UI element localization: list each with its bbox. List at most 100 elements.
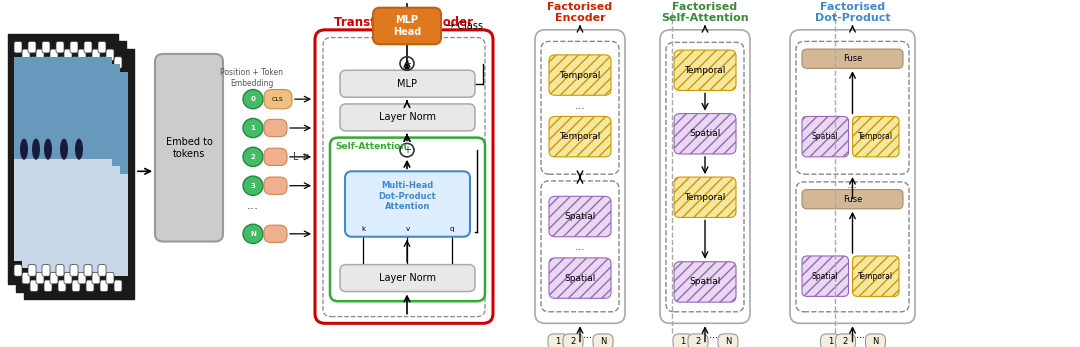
FancyBboxPatch shape <box>852 117 899 157</box>
FancyBboxPatch shape <box>44 57 52 68</box>
Text: ···: ··· <box>708 333 717 343</box>
Ellipse shape <box>32 138 40 160</box>
FancyBboxPatch shape <box>30 57 38 68</box>
Bar <box>30 174 129 276</box>
FancyBboxPatch shape <box>718 334 738 347</box>
FancyBboxPatch shape <box>821 334 840 347</box>
FancyBboxPatch shape <box>22 49 30 61</box>
FancyBboxPatch shape <box>549 196 611 237</box>
FancyBboxPatch shape <box>64 272 72 284</box>
Text: Transformer Encoder: Transformer Encoder <box>335 16 473 29</box>
Text: 2: 2 <box>570 337 576 346</box>
FancyBboxPatch shape <box>44 280 52 291</box>
FancyBboxPatch shape <box>114 57 122 68</box>
Ellipse shape <box>21 138 28 160</box>
FancyBboxPatch shape <box>56 265 64 276</box>
FancyBboxPatch shape <box>28 265 36 276</box>
FancyBboxPatch shape <box>535 30 625 323</box>
FancyBboxPatch shape <box>340 104 475 131</box>
FancyBboxPatch shape <box>541 41 619 174</box>
Text: ···: ··· <box>575 104 585 114</box>
FancyBboxPatch shape <box>78 272 86 284</box>
Text: ···: ··· <box>575 245 585 255</box>
Circle shape <box>243 176 264 195</box>
FancyBboxPatch shape <box>42 41 50 53</box>
Bar <box>14 159 112 261</box>
Text: Embed to
tokens: Embed to tokens <box>165 137 213 159</box>
Text: Layer Norm: Layer Norm <box>379 273 436 283</box>
FancyBboxPatch shape <box>802 189 903 209</box>
Text: Multi-Head
Dot-Product
Attention: Multi-Head Dot-Product Attention <box>379 181 436 211</box>
Text: Spatial: Spatial <box>689 129 720 138</box>
Ellipse shape <box>44 138 52 160</box>
FancyBboxPatch shape <box>373 8 441 44</box>
FancyBboxPatch shape <box>156 54 222 242</box>
FancyBboxPatch shape <box>563 334 583 347</box>
Text: 1: 1 <box>680 337 686 346</box>
Ellipse shape <box>83 146 91 168</box>
FancyBboxPatch shape <box>84 265 92 276</box>
FancyBboxPatch shape <box>541 181 619 312</box>
FancyBboxPatch shape <box>98 41 106 53</box>
Text: 2: 2 <box>251 154 255 160</box>
Ellipse shape <box>48 154 56 175</box>
FancyBboxPatch shape <box>58 57 66 68</box>
FancyBboxPatch shape <box>100 57 108 68</box>
FancyBboxPatch shape <box>674 262 735 302</box>
Ellipse shape <box>75 138 83 160</box>
Text: Fuse: Fuse <box>842 195 862 204</box>
FancyBboxPatch shape <box>114 280 122 291</box>
FancyBboxPatch shape <box>58 280 66 291</box>
FancyBboxPatch shape <box>14 265 22 276</box>
FancyBboxPatch shape <box>340 265 475 291</box>
Circle shape <box>243 224 264 244</box>
Text: MLP: MLP <box>397 79 418 89</box>
Text: +: + <box>403 145 411 155</box>
FancyBboxPatch shape <box>50 49 58 61</box>
Ellipse shape <box>68 146 76 168</box>
Text: k: k <box>361 226 365 232</box>
FancyBboxPatch shape <box>50 272 58 284</box>
Text: Temporal: Temporal <box>685 193 726 202</box>
Text: Spatial: Spatial <box>565 273 596 282</box>
FancyBboxPatch shape <box>106 49 114 61</box>
FancyBboxPatch shape <box>549 117 611 157</box>
Text: 0: 0 <box>251 96 256 102</box>
Circle shape <box>243 90 264 109</box>
FancyBboxPatch shape <box>340 70 475 97</box>
FancyBboxPatch shape <box>796 182 909 312</box>
Text: Temporal: Temporal <box>559 132 600 141</box>
Bar <box>16 41 126 291</box>
FancyBboxPatch shape <box>92 272 100 284</box>
FancyBboxPatch shape <box>673 334 693 347</box>
FancyBboxPatch shape <box>84 41 92 53</box>
Text: q: q <box>449 226 455 232</box>
Ellipse shape <box>60 138 68 160</box>
Text: Temporal: Temporal <box>685 66 726 75</box>
FancyBboxPatch shape <box>72 57 80 68</box>
FancyBboxPatch shape <box>323 37 485 316</box>
Bar <box>8 34 118 284</box>
Text: Self-Attention: Self-Attention <box>335 142 407 151</box>
FancyBboxPatch shape <box>264 177 287 194</box>
Text: CLS: CLS <box>272 96 284 102</box>
FancyBboxPatch shape <box>674 113 735 154</box>
Text: ···: ··· <box>847 183 858 193</box>
FancyBboxPatch shape <box>98 265 106 276</box>
Text: Spatial: Spatial <box>565 212 596 221</box>
FancyBboxPatch shape <box>660 30 750 323</box>
FancyBboxPatch shape <box>22 272 30 284</box>
Text: ···: ··· <box>700 162 711 172</box>
Bar <box>22 65 120 167</box>
FancyBboxPatch shape <box>549 258 611 298</box>
FancyBboxPatch shape <box>42 265 50 276</box>
FancyBboxPatch shape <box>865 334 886 347</box>
FancyBboxPatch shape <box>688 334 708 347</box>
Text: Factorised
Self-Attention: Factorised Self-Attention <box>661 2 748 23</box>
FancyBboxPatch shape <box>345 171 470 237</box>
FancyBboxPatch shape <box>674 177 735 218</box>
Bar <box>24 49 134 299</box>
Text: N: N <box>725 337 731 346</box>
Text: 2: 2 <box>696 337 701 346</box>
Text: Spatial: Spatial <box>812 272 839 281</box>
